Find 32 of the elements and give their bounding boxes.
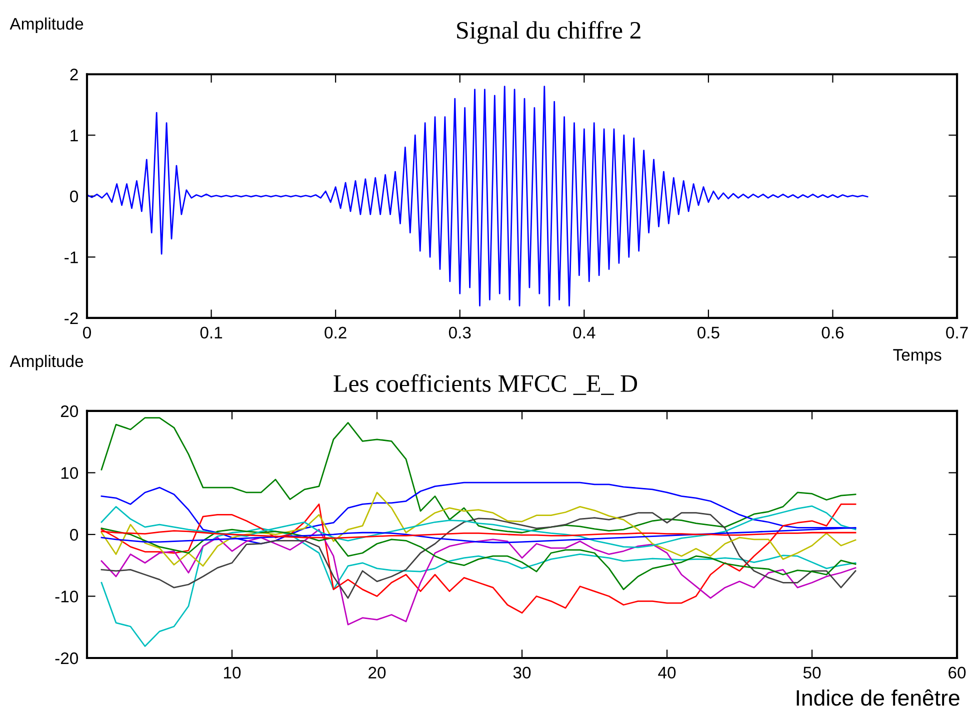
x-tick-label: 0.3 [448,326,471,339]
y-tick-label: 20 [60,405,78,418]
x-tick-label: 10 [224,666,241,679]
x-axis-title: Indice de fenêtre [796,689,960,706]
y-tick-label: 0 [70,528,78,541]
x-tick-label: 60 [948,666,966,679]
y-axis-title: Amplitude [10,17,84,34]
x-tick-label: 0.1 [200,326,222,339]
x-tick-label: 30 [513,666,531,679]
chart-title: Signal du chiffre 2 [457,20,640,44]
x-tick-label: 0.7 [946,326,968,339]
y-tick-label: 2 [70,68,78,80]
line-series [100,417,856,534]
x-tick-label: 0.2 [324,326,346,339]
y-tick-label: 10 [61,467,78,479]
y-tick-label: -10 [55,590,78,602]
x-tick-label: 0 [83,326,91,339]
x-tick-label: 0.6 [822,326,844,339]
y-tick-label: -2 [64,312,78,324]
y-tick-label: 1 [70,130,78,142]
y-tick-label: -1 [64,252,78,264]
x-tick-label: 0.4 [573,326,596,339]
y-tick-label: -20 [55,652,78,664]
x-tick-label: 0.5 [698,326,720,339]
chart-title: Les coefficients MFCC _E_ D [334,374,638,395]
x-tick-label: 40 [658,666,676,679]
y-tick-label: 0 [70,190,78,202]
x-tick-label: 50 [803,666,821,679]
x-axis-title: Temps [893,349,942,364]
line-series [87,86,868,306]
y-axis-title: Amplitude [10,354,84,370]
x-tick-label: 20 [368,666,386,679]
